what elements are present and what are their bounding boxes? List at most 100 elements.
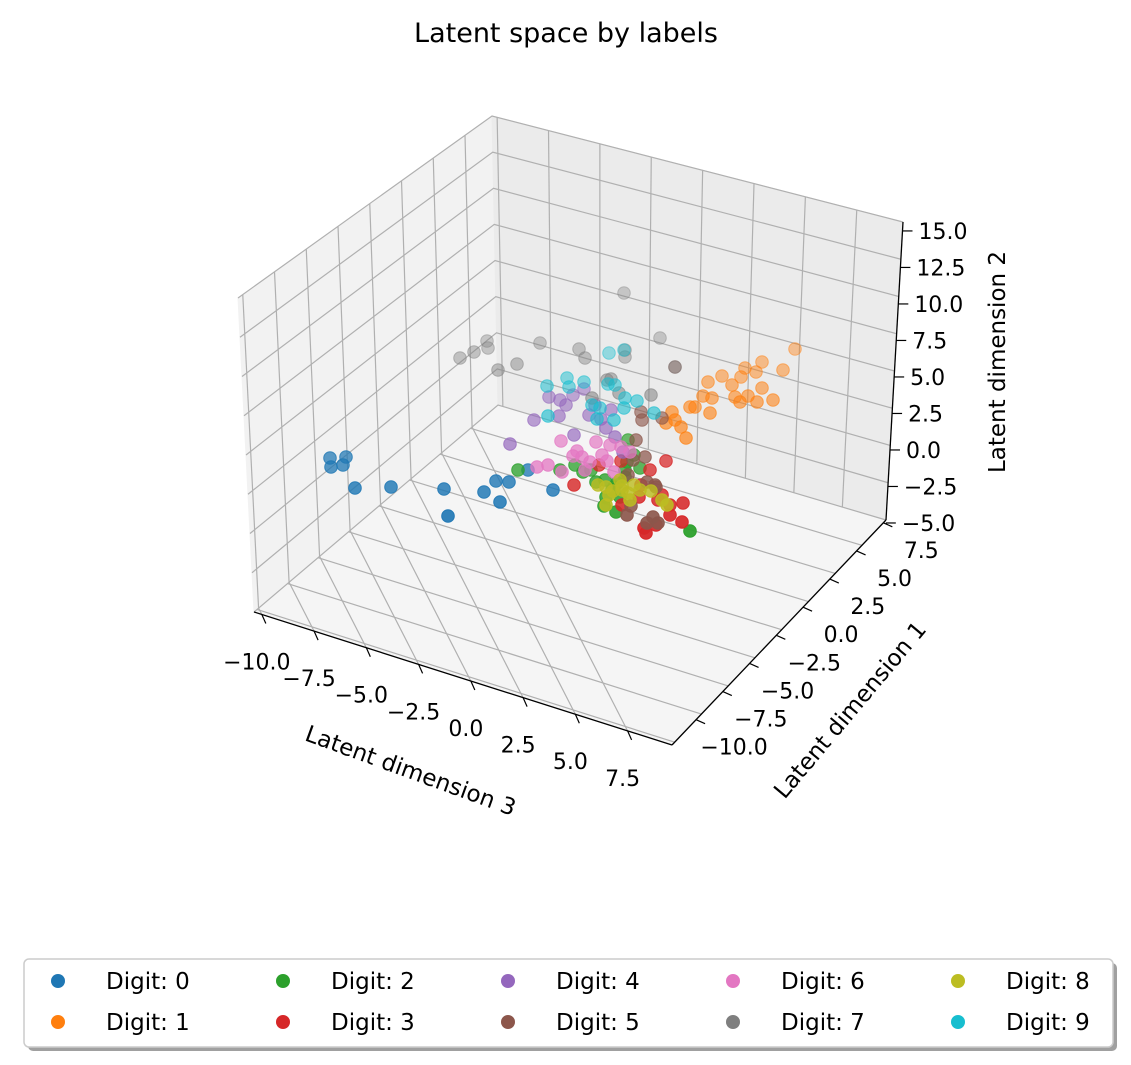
scatter-point xyxy=(566,449,580,463)
x-grid-wall xyxy=(432,158,443,453)
scatter-point xyxy=(599,498,613,512)
scatter-point xyxy=(441,509,455,523)
scatter-point xyxy=(530,460,544,474)
legend-marker xyxy=(276,1015,290,1029)
z-grid-line xyxy=(239,151,902,338)
legend-label: Digit: 5 xyxy=(556,1010,640,1036)
y-tick-mark xyxy=(722,691,733,697)
legend-label: Digit: 7 xyxy=(781,1010,865,1036)
z-tick-label: 7.5 xyxy=(912,329,947,354)
scatter-point xyxy=(734,370,748,384)
legend-marker xyxy=(51,974,65,988)
scatter-point xyxy=(668,360,682,374)
scatter-point xyxy=(688,400,702,414)
scatter-point xyxy=(618,350,632,364)
scatter-point xyxy=(324,460,338,474)
scatter-point xyxy=(477,485,491,499)
legend-marker xyxy=(951,1015,965,1029)
legend-label: Digit: 9 xyxy=(1006,1010,1090,1036)
scatter-point xyxy=(630,394,644,408)
scatter-point xyxy=(481,341,495,355)
z-grid-line xyxy=(241,187,899,377)
y-grid-wall xyxy=(547,130,552,421)
y-tick-label: 7.5 xyxy=(904,539,939,564)
z-tick-label: 2.5 xyxy=(908,402,943,427)
y-tick-mark xyxy=(829,578,840,584)
scatter-point xyxy=(638,450,652,464)
legend-item: Digit: 6 xyxy=(726,969,865,995)
legend-frame xyxy=(23,958,1114,1048)
scatter-point xyxy=(603,438,617,452)
legend-marker xyxy=(51,1015,65,1029)
legend-marker xyxy=(501,1015,515,1029)
scatter-point xyxy=(701,375,715,389)
scatter-point xyxy=(491,363,505,377)
scatter-point xyxy=(546,483,560,497)
scatter-point xyxy=(676,496,690,510)
x-tick-label: 0.0 xyxy=(448,717,483,742)
scatter-point xyxy=(623,445,637,459)
z-grid-line xyxy=(237,115,904,299)
x-tick-label: −7.5 xyxy=(282,667,335,692)
legend-item: Digit: 8 xyxy=(951,969,1090,995)
y-grid-wall xyxy=(841,210,858,508)
x-tick-label: −10.0 xyxy=(223,650,290,675)
y-tick-mark xyxy=(856,550,866,556)
z-tick-label: −5.0 xyxy=(902,512,955,537)
y-grid-floor xyxy=(256,608,675,743)
y-grid-wall xyxy=(696,170,704,464)
scatter-point xyxy=(679,431,693,445)
scatter-point xyxy=(553,393,567,407)
legend-item: Digit: 2 xyxy=(276,969,415,995)
z-grid-line xyxy=(247,295,893,495)
x-axis-label: Latent dimension 3 xyxy=(302,721,520,821)
scatter-point xyxy=(715,369,729,383)
y-tick-mark xyxy=(749,662,759,668)
legend: Digit: 0 Digit: 1 Digit: 2 Digit: 3 Digit: 4… xyxy=(23,958,1117,1051)
legend-label: Digit: 3 xyxy=(331,1010,415,1036)
scatter-point xyxy=(653,331,667,345)
series-8 xyxy=(591,473,674,512)
scatter-point xyxy=(540,379,554,393)
scatter-point xyxy=(703,406,717,420)
z-tick-label: 0.0 xyxy=(906,439,941,464)
scatter-point xyxy=(643,463,657,477)
z-axis-label: Latent dimension 2 xyxy=(985,251,1011,473)
z-tick-label: 5.0 xyxy=(910,366,945,391)
scatter-point xyxy=(384,480,398,494)
y-grid-floor xyxy=(439,453,836,575)
scatter-point xyxy=(617,401,631,415)
scatter-point xyxy=(589,435,603,449)
scatter-point xyxy=(788,342,802,356)
legend-label: Digit: 2 xyxy=(331,969,415,995)
z-tick-label: −2.5 xyxy=(904,475,957,500)
scatter-point xyxy=(567,428,581,442)
legend-marker xyxy=(276,974,290,988)
x-grid-floor xyxy=(380,504,472,682)
scatter-point xyxy=(749,365,763,379)
scatter-point xyxy=(755,355,769,369)
scatter-point xyxy=(480,334,494,348)
legend-item: Digit: 5 xyxy=(501,1010,640,1036)
x-grid-floor xyxy=(349,530,420,665)
scatter-point xyxy=(668,413,682,427)
z-grid-line xyxy=(253,404,887,613)
x-grid-floor xyxy=(258,607,263,615)
scatter-point xyxy=(696,389,710,403)
y-grid-wall xyxy=(793,196,806,493)
legend-item: Digit: 0 xyxy=(51,969,190,995)
y-tick-mark xyxy=(695,719,706,725)
scatter-point xyxy=(644,388,658,402)
scatter-point xyxy=(502,475,516,489)
y-grid-wall xyxy=(744,183,755,479)
axes-ticks: −10.0−7.5−5.0−2.50.02.55.07.57.55.02.50.… xyxy=(223,220,967,792)
x-tick-mark xyxy=(470,680,476,691)
legend-item: Digit: 9 xyxy=(951,1010,1090,1036)
series-9 xyxy=(540,343,661,427)
scatter-point xyxy=(555,465,569,479)
y-tick-label: 2.5 xyxy=(850,595,885,620)
scatter-point xyxy=(489,474,503,488)
x-grid-floor xyxy=(288,581,315,632)
z-tick-label: 12.5 xyxy=(916,256,965,281)
series-6 xyxy=(530,434,637,479)
